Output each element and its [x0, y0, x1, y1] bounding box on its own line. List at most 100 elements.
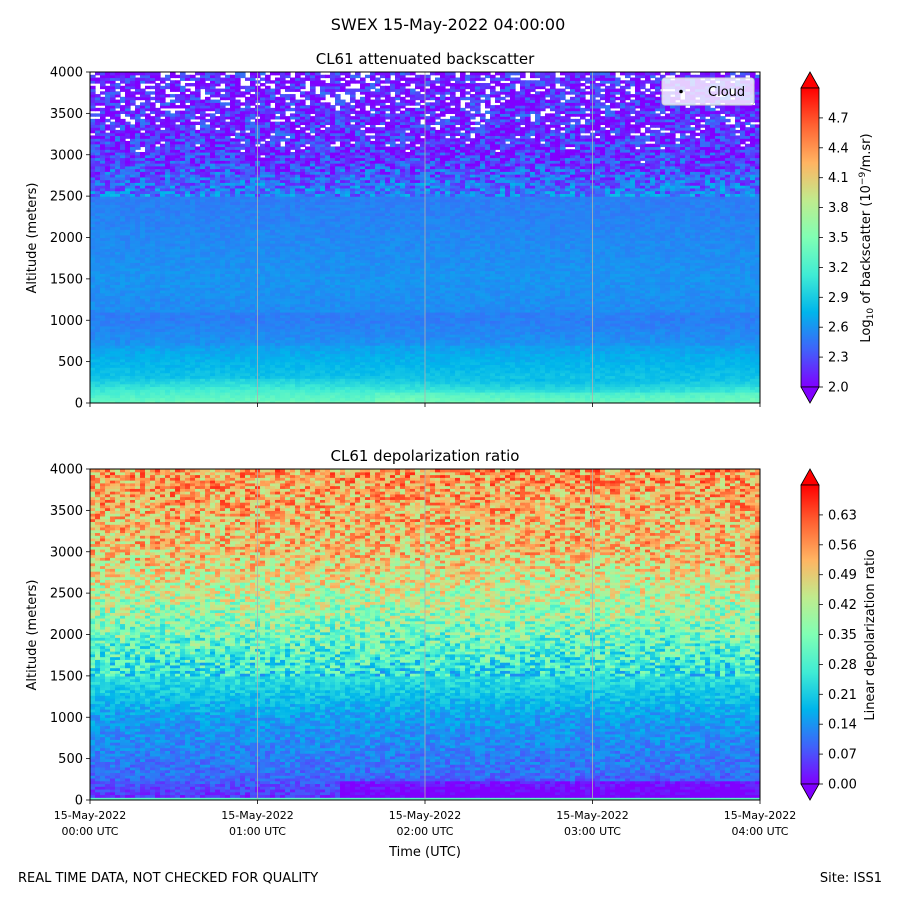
heatmap-cell: [550, 380, 556, 385]
heatmap-cell: [705, 389, 711, 393]
heatmap-cell: [585, 372, 591, 377]
heatmap-cell: [610, 364, 616, 368]
heatmap-cell: [380, 389, 386, 393]
heatmap-cell: [475, 394, 481, 399]
heatmap-cell: [115, 364, 121, 368]
heatmap-cell: [585, 383, 591, 388]
heatmap-cell: [365, 361, 371, 365]
heatmap-cell: [165, 386, 171, 390]
heatmap-cell: [485, 369, 491, 374]
heatmap-cell: [405, 372, 411, 377]
heatmap-cell: [640, 394, 646, 399]
heatmap-cell: [745, 397, 751, 401]
heatmap-cell: [510, 383, 516, 388]
heatmap-cell: [710, 367, 716, 371]
heatmap-cell: [95, 367, 101, 371]
heatmap-cell: [380, 378, 386, 382]
heatmap-cell: [630, 400, 636, 403]
heatmap-cell: [355, 386, 361, 390]
heatmap-cell: [370, 380, 376, 385]
heatmap-cell: [330, 391, 336, 396]
heatmap-cell: [525, 391, 531, 396]
heatmap-cell: [555, 383, 561, 388]
heatmap-cell: [720, 375, 726, 379]
heatmap-cell: [350, 380, 356, 385]
heatmap-cell: [205, 378, 211, 382]
heatmap-cell: [650, 367, 656, 371]
heatmap-cell: [705, 386, 711, 390]
heatmap-cell: [345, 358, 351, 363]
heatmap-cell: [405, 394, 411, 399]
heatmap-cell: [710, 375, 716, 379]
heatmap-cell: [520, 364, 526, 368]
heatmap-cell: [170, 367, 176, 371]
heatmap-cell: [685, 367, 691, 371]
heatmap-cell: [530, 367, 536, 371]
heatmap-cell: [595, 389, 601, 393]
heatmap-cell: [425, 380, 431, 385]
heatmap-cell: [360, 391, 366, 396]
heatmap-cell: [390, 391, 396, 396]
heatmap-cell: [630, 380, 636, 385]
heatmap-cell: [600, 394, 606, 399]
heatmap-cell: [720, 400, 726, 403]
heatmap-cell: [435, 397, 441, 401]
heatmap-cell: [670, 391, 676, 396]
heatmap-cell: [440, 380, 446, 385]
heatmap-cell: [220, 364, 226, 368]
heatmap-cell: [525, 361, 531, 365]
heatmap-cell: [660, 369, 666, 374]
heatmap-cell: [620, 389, 626, 393]
heatmap-cell: [205, 386, 211, 390]
heatmap-cell: [130, 364, 136, 368]
heatmap-cell: [460, 375, 466, 379]
heatmap-cell: [335, 358, 341, 363]
heatmap-cell: [520, 380, 526, 385]
heatmap-cell: [125, 391, 131, 396]
heatmap-cell: [495, 397, 501, 401]
heatmap-cell: [440, 391, 446, 396]
heatmap-cell: [655, 397, 661, 401]
heatmap-cell: [185, 386, 191, 390]
heatmap-cell: [705, 391, 711, 396]
heatmap-cell: [555, 378, 561, 382]
heatmap-cell: [550, 372, 556, 377]
heatmap-cell: [690, 369, 696, 374]
heatmap-cell: [750, 383, 756, 388]
heatmap-cell: [325, 364, 331, 368]
heatmap-cell: [435, 386, 441, 390]
heatmap-cell: [430, 391, 436, 396]
heatmap-cell: [355, 369, 361, 374]
heatmap-cell: [710, 400, 716, 403]
heatmap-cell: [185, 391, 191, 396]
heatmap-cell: [600, 386, 606, 390]
heatmap-cell: [725, 375, 731, 379]
heatmap-cell: [100, 400, 106, 403]
heatmap-cell: [135, 400, 141, 403]
heatmap-cell: [520, 397, 526, 401]
heatmap-cell: [620, 361, 626, 365]
heatmap-cell: [130, 369, 136, 374]
heatmap-cell: [715, 397, 721, 401]
heatmap-cell: [210, 400, 216, 403]
heatmap-cell: [480, 369, 486, 374]
heatmap-cell: [290, 397, 296, 401]
heatmap-cell: [135, 375, 141, 379]
heatmap-cell: [460, 394, 466, 399]
heatmap-cell: [365, 364, 371, 368]
heatmap-cell: [465, 386, 471, 390]
heatmap-cell: [135, 397, 141, 401]
heatmap-cell: [415, 369, 421, 374]
heatmap-cell: [340, 367, 346, 371]
heatmap-cell: [500, 380, 506, 385]
heatmap-cell: [285, 364, 291, 368]
heatmap-cell: [700, 383, 706, 388]
heatmap-cell: [145, 372, 151, 377]
heatmap-cell: [185, 389, 191, 393]
heatmap-cell: [280, 380, 286, 385]
heatmap-cell: [375, 364, 381, 368]
heatmap-cell: [360, 364, 366, 368]
heatmap-cell: [355, 358, 361, 363]
heatmap-cell: [645, 389, 651, 393]
heatmap-cell: [705, 364, 711, 368]
